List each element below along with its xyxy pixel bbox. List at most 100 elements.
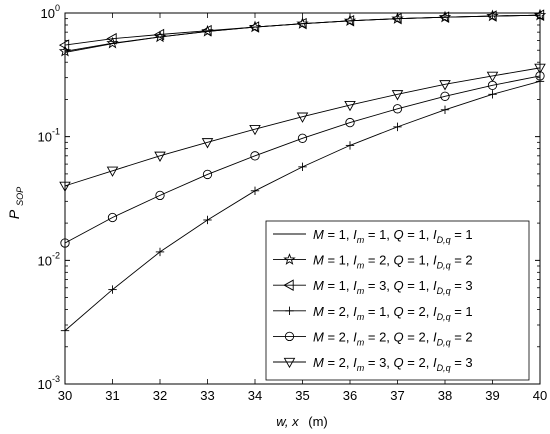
y-tick-label-base: 10 <box>38 377 52 392</box>
legend-entry-6: M = 2, Im = 3, Q = 2, ID,q = 3 <box>273 355 473 373</box>
legend-label-part: D,q <box>437 261 451 271</box>
x-tick-label: 38 <box>438 388 452 403</box>
legend-label-part: D,q <box>437 363 451 373</box>
x-tick-label: 34 <box>248 388 262 403</box>
y-tick-label: 10-3 <box>38 374 60 392</box>
y-tick-label-exponent: -1 <box>52 127 60 137</box>
legend-label-part: m <box>357 363 365 373</box>
marker-circle <box>392 104 403 114</box>
marker-triangle-down <box>59 181 71 192</box>
legend-label-part: = 1, <box>364 227 393 242</box>
marker-circle <box>440 91 450 101</box>
legend-label-part: = 1, <box>404 253 433 268</box>
legend-label-part: M <box>313 227 324 242</box>
legend-label-part: = 1, <box>404 278 433 293</box>
legend-label-part: Q <box>394 278 404 293</box>
marker-triangle-down <box>391 90 404 101</box>
marker-triangle-down <box>283 357 296 369</box>
legend-label-part: I <box>433 355 437 370</box>
legend: M = 1, Im = 1, Q = 1, ID,q = 1M = 1, Im … <box>265 220 530 381</box>
x-tick-label: 30 <box>58 388 72 403</box>
legend-label-part: M <box>313 278 324 293</box>
marker-plus <box>155 247 165 257</box>
legend-label-part: I <box>353 278 357 293</box>
legend-label: M = 2, Im = 3, Q = 2, ID,q = 3 <box>313 355 473 373</box>
legend-label-part: = 2 <box>451 329 473 344</box>
marker-triangle-left <box>283 279 294 291</box>
legend-label-part: I <box>433 278 437 293</box>
legend-label-part: I <box>433 253 437 268</box>
marker-star <box>283 253 296 265</box>
legend-label-part: D,q <box>437 337 451 347</box>
marker-triangle-down <box>439 80 451 91</box>
legend-label: M = 2, Im = 2, Q = 2, ID,q = 2 <box>313 329 473 347</box>
legend-entry-1: M = 1, Im = 1, Q = 1, ID,q = 1 <box>273 227 473 245</box>
series-5 <box>60 71 545 248</box>
axis-ticks <box>64 12 541 385</box>
marker-triangle-left <box>438 11 450 23</box>
x-axis-label-unit: (m) <box>308 414 328 429</box>
legend-label-part: = 1 <box>451 227 473 242</box>
legend-label-part: Q <box>394 355 404 370</box>
legend-label-part: m <box>357 312 365 322</box>
legend-label-part: I <box>353 227 357 242</box>
legend-label-part: I <box>353 253 357 268</box>
y-axis-label-sub: SOP <box>15 187 25 206</box>
legend-label-part: Q <box>394 227 404 242</box>
y-axis-label-main: P <box>6 209 22 219</box>
legend-label-part: = 1 <box>451 304 473 319</box>
legend-entry-5: M = 2, Im = 2, Q = 2, ID,q = 2 <box>273 329 473 347</box>
legend-label: M = 1, Im = 3, Q = 1, ID,q = 3 <box>313 278 473 296</box>
legend-label-part: I <box>353 304 357 319</box>
legend-label-part: Q <box>394 253 404 268</box>
legend-label-part: = 2, <box>364 253 393 268</box>
y-tick-label: 10-2 <box>38 250 60 268</box>
legend-label-part: M <box>313 355 324 370</box>
legend-label-part: m <box>357 286 365 296</box>
legend-label-part: m <box>357 261 365 271</box>
marker-plus <box>285 306 294 315</box>
x-axis-label-main: w, x <box>276 414 299 429</box>
legend-label-part: = 3, <box>364 355 393 370</box>
marker-plus <box>440 105 450 114</box>
y-tick-label-exponent: -3 <box>52 374 60 384</box>
marker-triangle-down <box>201 138 214 149</box>
marker-triangle-left <box>296 17 307 30</box>
x-tick-label: 40 <box>533 388 547 403</box>
marker-plus <box>535 77 545 86</box>
x-tick-label: 36 <box>343 388 357 403</box>
marker-triangle-left <box>201 24 212 37</box>
marker-plus <box>298 162 307 172</box>
legend-label-part: = 2, <box>324 355 353 370</box>
legend-label-part: I <box>353 355 357 370</box>
legend-label-part: = 2, <box>404 329 433 344</box>
legend-label-part: I <box>353 329 357 344</box>
legend-label-part: = 1, <box>404 227 433 242</box>
legend-label-part: M <box>313 304 324 319</box>
marker-triangle-left <box>343 15 355 27</box>
marker-circle <box>250 151 260 161</box>
marker-plus <box>203 215 212 225</box>
x-tick-label: 37 <box>390 388 404 403</box>
marker-triangle-left <box>248 21 260 33</box>
legend-label-part: = 3, <box>364 278 393 293</box>
series-line <box>64 67 541 187</box>
legend-label-part: = 1, <box>324 227 353 242</box>
x-axis-label: w, x (m) <box>276 414 328 429</box>
legend-label-part: I <box>433 329 437 344</box>
y-tick-label: 10-1 <box>38 127 60 145</box>
legend-label-part: = 1, <box>324 253 353 268</box>
legend-label-part: = 2, <box>404 304 433 319</box>
marker-triangle-left <box>58 39 70 51</box>
series-line <box>64 14 541 46</box>
legend-label-part: m <box>357 235 365 245</box>
legend-label-part: M <box>313 329 324 344</box>
marker-circle <box>155 190 165 201</box>
legend-label-part: = 2, <box>404 355 433 370</box>
legend-label-part: = 1, <box>324 278 353 293</box>
marker-triangle-left <box>106 32 117 45</box>
marker-circle <box>284 331 295 342</box>
x-tick-labels: 30 31 32 33 34 35 36 37 38 39 40 <box>58 388 547 403</box>
